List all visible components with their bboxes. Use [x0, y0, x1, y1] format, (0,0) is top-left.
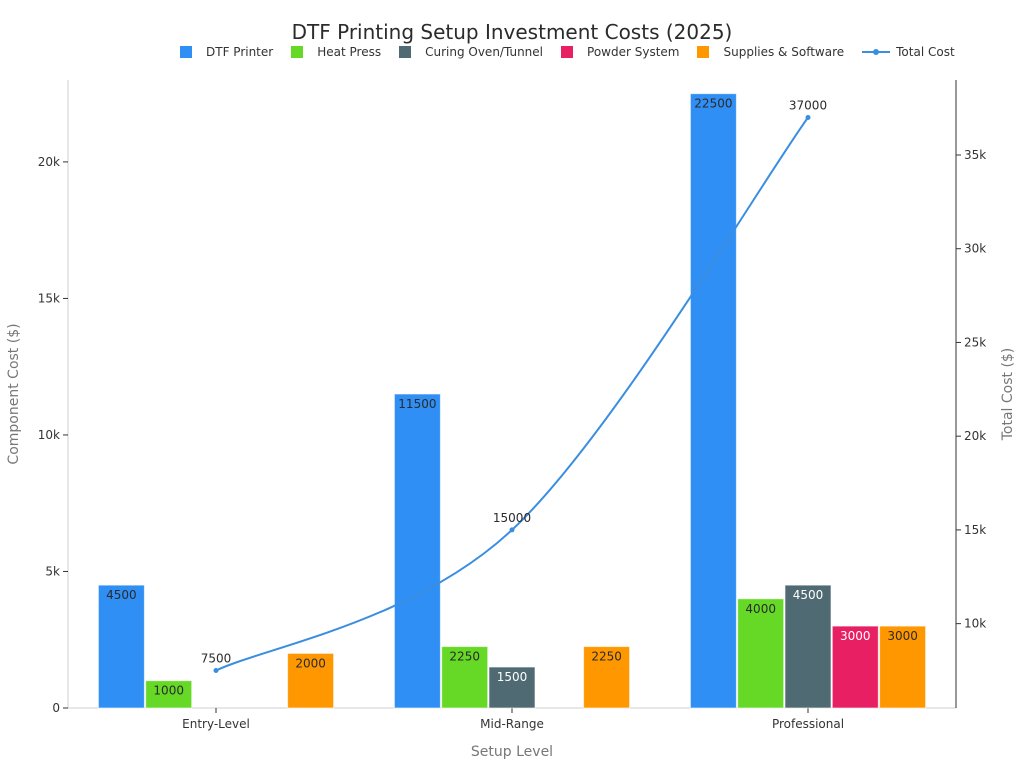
bar — [488, 666, 536, 709]
total-cost-line — [215, 116, 809, 672]
legend-swatch — [697, 46, 710, 58]
legend-item-total-cost[interactable]: Total Cost — [862, 45, 955, 59]
y2-tick-label: 20k — [964, 429, 986, 443]
bar — [97, 584, 145, 709]
y-axis-title: Component Cost ($) — [6, 323, 22, 464]
x-tick-label: Professional — [772, 717, 844, 731]
total-cost-label: 15000 — [493, 511, 531, 525]
chart-title: DTF Printing Setup Investment Costs (202… — [291, 20, 733, 44]
legend-item-supplies-software[interactable]: Supplies & Software — [697, 45, 844, 59]
total-cost-label: 37000 — [789, 98, 827, 112]
legend-item-dtf-printer[interactable]: DTF Printer — [180, 45, 273, 59]
legend-swatch — [180, 46, 192, 58]
total-cost-point — [805, 114, 811, 120]
y-tick-label: 5k — [45, 564, 60, 578]
bar — [737, 598, 785, 709]
bar-value-label: 1500 — [497, 670, 528, 684]
x-tick-label: Mid-Range — [480, 717, 544, 731]
bar — [393, 393, 441, 709]
y2-tick-label: 10k — [964, 617, 986, 631]
legend-item-powder-system[interactable]: Powder System — [561, 45, 679, 59]
y2-tick-label: 35k — [964, 148, 986, 162]
legend-label: Curing Oven/Tunnel — [425, 45, 544, 59]
bar-value-label: 3000 — [840, 629, 871, 643]
total-cost-point — [213, 668, 219, 674]
legend-line-marker — [862, 46, 891, 58]
legend-swatch — [399, 46, 412, 58]
bar-value-label: 11500 — [398, 397, 436, 411]
y2-tick-label: 25k — [964, 335, 986, 349]
legend-swatch — [561, 46, 574, 58]
bar-value-label: 4500 — [106, 588, 137, 602]
y2-tick-label: 30k — [964, 242, 986, 256]
bar-value-label: 2250 — [591, 650, 622, 664]
y2-tick-label: 15k — [964, 523, 986, 537]
legend-label: Powder System — [587, 45, 680, 59]
bar — [441, 646, 489, 709]
y2-axis-title: Total Cost ($) — [1000, 348, 1016, 442]
y-tick-label: 0 — [52, 701, 60, 715]
bar-value-label: 4500 — [793, 588, 824, 602]
bar-value-label: 3000 — [887, 629, 918, 643]
y-tick-label: 10k — [38, 428, 60, 442]
legend-label: Total Cost — [896, 45, 955, 59]
total-cost-point — [509, 527, 515, 533]
legend-label: Supplies & Software — [723, 45, 845, 59]
y-tick-label: 20k — [38, 155, 60, 169]
bar — [583, 646, 631, 709]
legend-label: DTF Printer — [206, 45, 274, 59]
legend-swatch — [291, 46, 304, 58]
legend-item-heat-press[interactable]: Heat Press — [291, 45, 381, 59]
chart-legend: DTF Printer Heat Press Curing Oven/Tunne… — [180, 45, 973, 59]
total-cost-label: 7500 — [201, 652, 232, 666]
bar — [287, 652, 335, 709]
legend-label: Heat Press — [317, 45, 382, 59]
bar-value-label: 1000 — [153, 684, 184, 698]
bar — [879, 625, 927, 709]
x-axis-title: Setup Level — [471, 744, 553, 760]
bar-value-label: 2000 — [295, 656, 326, 670]
legend-item-curing-oven[interactable]: Curing Oven/Tunnel — [399, 45, 543, 59]
bar — [784, 584, 832, 709]
bar-value-label: 4000 — [745, 602, 776, 616]
bar — [689, 93, 737, 709]
x-tick-label: Entry-Level — [182, 717, 250, 731]
bar — [145, 680, 193, 709]
bar — [831, 625, 879, 709]
bar-value-label: 22500 — [694, 97, 732, 111]
y-tick-label: 15k — [38, 291, 60, 305]
bar-value-label: 2250 — [449, 650, 480, 664]
